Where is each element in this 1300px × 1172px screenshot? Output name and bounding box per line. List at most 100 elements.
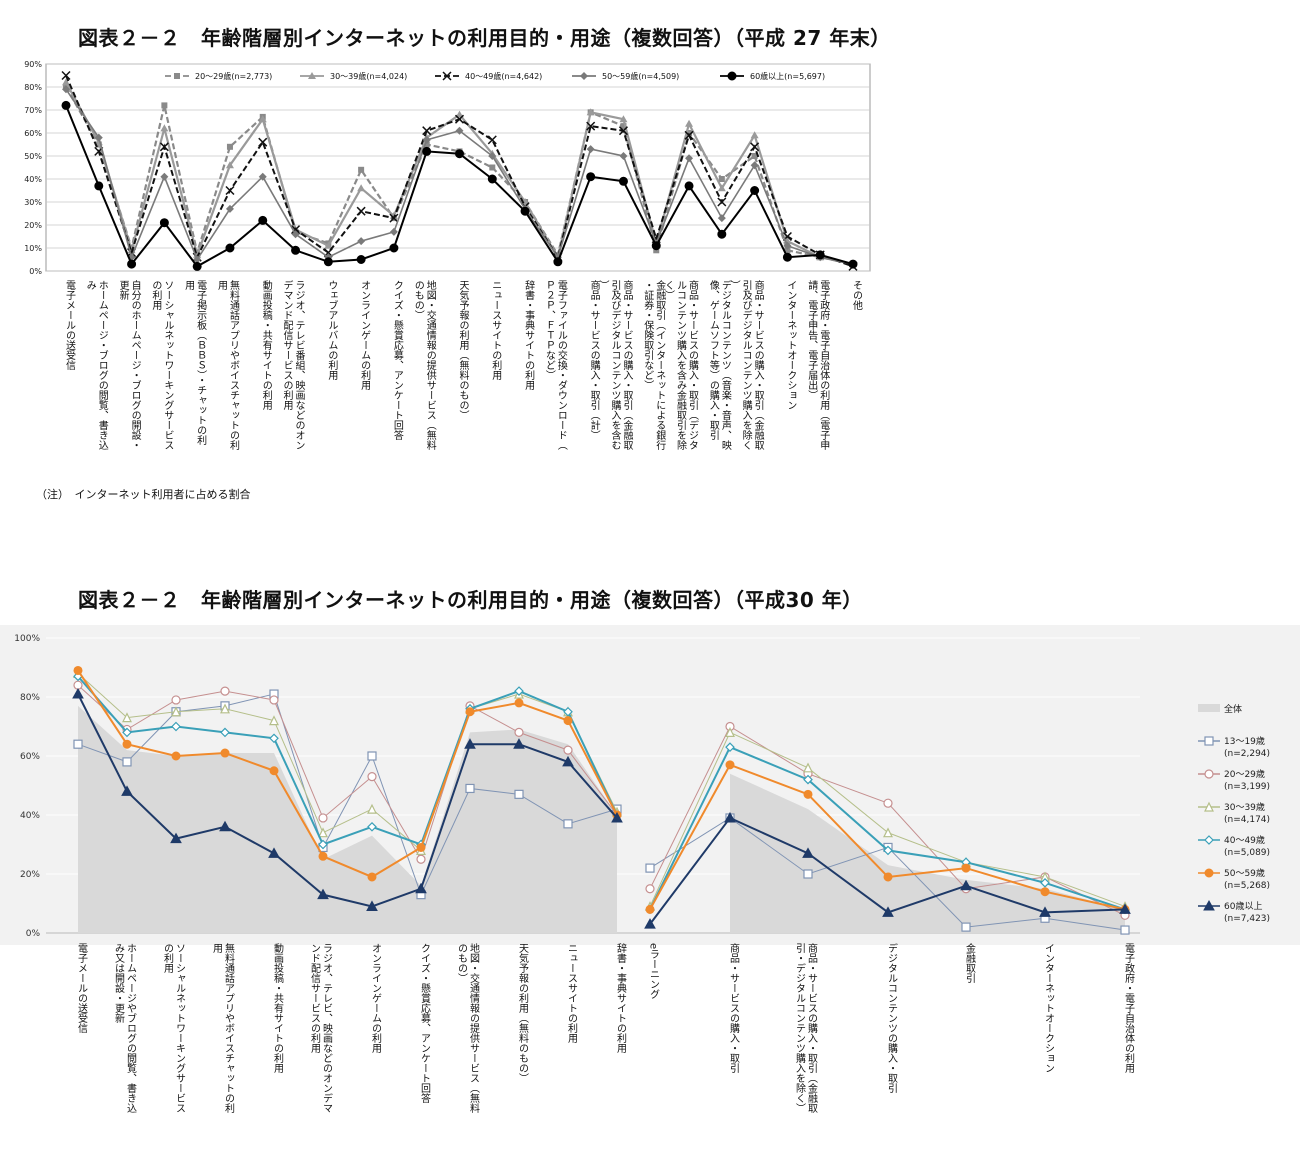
chart1-point <box>291 245 301 255</box>
chart1-point <box>618 126 628 136</box>
chart2-series-line <box>77 693 618 896</box>
chart1-legend-marker <box>174 73 180 79</box>
chart1-title: 図表２－２ 年齢階層別インターネットの利用目的・用途（複数回答）（平成 27 年… <box>78 26 891 50</box>
chart1-point <box>455 149 464 159</box>
chart2-point <box>367 803 377 814</box>
chart2-legend-area-swatch <box>1198 704 1220 712</box>
chart1-point <box>684 130 694 140</box>
chart1-x-label: 用 <box>183 280 195 291</box>
chart1-x-label: 電子政府・電子自治体の利用（電子申 <box>818 280 830 451</box>
chart1-legend-label: 30～39歳(n=4,024) <box>330 71 407 81</box>
chart2-y-tick: 40% <box>20 811 40 821</box>
chart2-y-tick: 0% <box>26 929 41 939</box>
chart1-x-label: 商品・サービスの購入・取引（デジタ <box>687 279 699 450</box>
chart2-point <box>416 854 426 864</box>
chart2-point <box>563 716 573 726</box>
chart1-legend-marker <box>442 71 452 81</box>
chart2-legend-label: 60歳以上 <box>1224 900 1262 912</box>
chart1-point-b <box>159 142 169 152</box>
chart2-point <box>645 863 655 873</box>
chart1-point <box>258 172 267 181</box>
chart2-point <box>366 900 378 911</box>
chart1-point-b <box>750 142 760 152</box>
chart2-x-label: クイズ・懸賞応募、アンケート回答 <box>419 943 431 1104</box>
chart1-x-label: 用 <box>215 280 227 291</box>
chart2-point <box>367 751 377 761</box>
chart1-point <box>94 133 103 142</box>
chart1-point <box>717 197 727 207</box>
chart2-legend-label-n: (n=4,174) <box>1224 815 1270 825</box>
chart1-point <box>258 137 268 147</box>
chart2-point <box>318 827 328 838</box>
chart2-legend-label-n: (n=7,423) <box>1224 914 1270 924</box>
chart2-x-label: 辞書・事典サイトの利用 <box>615 942 627 1054</box>
chart2-point <box>415 882 427 894</box>
chart1-point <box>489 164 496 171</box>
chart1-point <box>750 161 759 170</box>
chart2-series-line <box>77 669 618 879</box>
chart1-legend-label: 40～49歳(n=4,642) <box>465 71 542 81</box>
chart1-point <box>455 110 464 118</box>
chart2-point <box>171 706 181 717</box>
chart2-legend-label-n: (n=5,268) <box>1224 881 1270 891</box>
chart1-point-b <box>291 225 301 235</box>
chart2-point <box>961 922 971 932</box>
chart1-point <box>717 214 726 223</box>
chart1-point <box>159 218 169 228</box>
chart2-point <box>171 751 181 761</box>
chart1-point <box>61 70 71 81</box>
chart1-x-label: 像、ゲームソフト等）の購入・取引 <box>707 280 719 441</box>
chart2-point <box>220 748 230 758</box>
chart2-point <box>72 688 84 699</box>
chart1-point <box>159 142 169 152</box>
chart2-point <box>367 772 377 782</box>
chart2-point <box>644 918 656 929</box>
chart2-legend-label-n: (n=5,089) <box>1224 848 1270 858</box>
chart2-point <box>563 819 573 829</box>
chart2-point <box>803 774 813 785</box>
chart1-point <box>193 255 202 264</box>
chart1-point-b <box>389 213 399 223</box>
chart2-point <box>220 686 230 696</box>
chart2-point <box>367 872 377 882</box>
chart1-point <box>718 176 725 182</box>
chart2-series-line <box>77 693 618 908</box>
chart1-y-tick: 0% <box>29 267 42 276</box>
chart1-point <box>686 130 693 136</box>
chart1-x-label: クイズ・懸賞応募、アンケート回答 <box>391 280 403 441</box>
chart2-x-label: 電子メールの送受信 <box>76 943 88 1034</box>
chart2-x-label: 動画投稿・共有サイトの利用 <box>272 942 284 1074</box>
chart2-point <box>514 698 524 708</box>
chart1-y-tick: 50% <box>24 152 42 161</box>
chart2-x-label: 商品・サービスの購入・取引（金融取 <box>806 942 818 1114</box>
chart2-point <box>803 789 813 799</box>
chart1-x-label: 辞書・事典サイトの利用 <box>523 279 535 391</box>
chart1-x-label: ソーシャルネットワーキングサービス <box>162 280 174 450</box>
chart1-point <box>750 142 760 152</box>
chart1-x-label: の利用 <box>150 280 162 311</box>
chart2-x-label: ホームページやブログの閲覧、書き込 <box>125 943 137 1113</box>
chart1-x-label: 天気予報の利用（無料のもの） <box>457 280 469 420</box>
chart1-point <box>127 259 137 269</box>
chart2-x-label: 用 <box>211 943 223 954</box>
chart1-point <box>258 115 267 123</box>
chart1-point <box>586 121 596 131</box>
chart2-point <box>269 733 279 744</box>
chart2-point <box>464 738 476 749</box>
chart1-x-label: み <box>84 280 96 290</box>
chart1-x-label: 電子メールの送受信 <box>64 280 76 371</box>
chart2-x-label: のもの） <box>456 943 468 983</box>
chart1-x-label: 金融取引（インターネットによる銀行 <box>654 279 666 451</box>
chart1-plot: 0% 10% 20% 30% 40% 50% 60% 70% 80% 90% 20～29歳(n=2,… <box>24 60 871 451</box>
chart1-point <box>487 174 497 184</box>
chart1-x-label: Ｐ２Ｐ、ＦＴＰなど） <box>543 280 555 380</box>
chart1-legend-label: 20～29歳(n=2,773) <box>195 71 272 81</box>
chart1-y-tick: 80% <box>24 83 42 92</box>
chart1-legend-label: 50～59歳(n=4,509) <box>602 71 679 81</box>
chart1-point-b <box>356 206 366 216</box>
chart2-legend-marker <box>1204 868 1214 878</box>
chart2-x-label: eラーニング <box>648 943 660 999</box>
chart2-point <box>514 727 524 738</box>
chart2-area-total <box>730 773 1125 933</box>
